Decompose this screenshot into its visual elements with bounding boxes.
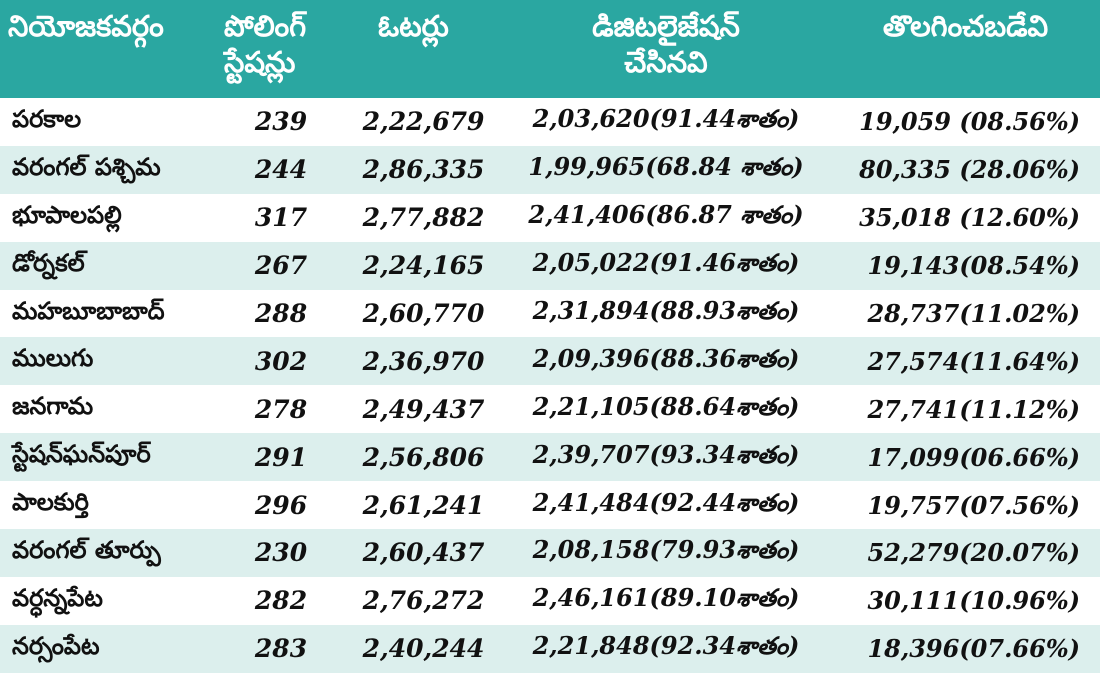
voters-value: 2,60,437	[362, 538, 485, 568]
removed-value: 27,741(11.12%)	[867, 394, 1080, 424]
header-digitized-line2: చేసినవి	[624, 45, 708, 79]
voters-value: 2,86,335	[362, 155, 485, 185]
polling-stations-value: 288	[254, 299, 308, 328]
digitized-value: 2,09,396(88.36శాతం)	[532, 343, 800, 373]
removed-value: 30,111(10.96%)	[867, 586, 1080, 616]
constituency-name: పాలకుర్తి	[12, 488, 89, 517]
digitized-value: 1,99,965(68.84 శాతం)	[528, 152, 804, 182]
header-digitized-line1: డిజిటలైజేషన్	[592, 9, 740, 43]
voters-value: 2,36,970	[362, 346, 485, 376]
digitized-value: 2,05,022(91.46శాతం)	[532, 248, 800, 278]
polling-stations-value: 302	[254, 346, 308, 376]
table-row: మహబూబాబాద్ 288 2,60,770 2,31,894(88.93శా…	[0, 289, 1100, 338]
table-row: భూపాలపల్లి 317 2,77,882 2,41,406(86.87 శ…	[0, 193, 1100, 242]
voters-value: 2,76,272	[362, 586, 485, 616]
polling-stations-value: 296	[254, 490, 308, 520]
digitized-value: 2,31,894(88.93శాతం)	[532, 296, 800, 325]
digitized-value: 2,41,406(86.87 శాతం)	[528, 200, 804, 230]
digitized-value: 2,46,161(89.10శాతం)	[532, 583, 800, 613]
constituency-name: నర్సంపేట	[12, 631, 100, 660]
removed-value: 27,574(11.64%)	[867, 346, 1080, 376]
header-voters-label: ఓటర్లు	[378, 9, 449, 43]
table-row: వరంగల్ తూర్పు 230 2,60,437 2,08,158(79.9…	[0, 529, 1100, 577]
header-polling-stations-line1: పోలింగ్	[224, 9, 307, 43]
voters-value: 2,77,882	[362, 203, 485, 233]
digitized-value: 2,03,620(91.44శాతం)	[532, 104, 800, 134]
voters-value: 2,61,241	[362, 490, 485, 520]
polling-stations-value: 244	[254, 155, 308, 185]
constituency-name: జనగామ	[12, 392, 94, 421]
voters-value: 2,60,770	[362, 299, 485, 328]
header-constituency-label: నియోజకవర్గం	[8, 9, 164, 43]
polling-stations-value: 267	[254, 251, 308, 281]
removed-value: 19,757(07.56%)	[867, 490, 1080, 520]
polling-stations-value: 282	[254, 586, 308, 616]
constituency-name: పరకాల	[12, 104, 82, 133]
header-removed-label: తొలగించబడేవి	[882, 9, 1049, 43]
constituency-name: ములుగు	[12, 344, 94, 373]
polling-stations-value: 291	[254, 442, 308, 472]
table-row: ములుగు 302 2,36,970 2,09,396(88.36శాతం) …	[0, 337, 1100, 386]
digitized-value: 2,41,484(92.44శాతం)	[532, 487, 800, 517]
removed-value: 35,018 (12.60%)	[859, 203, 1080, 233]
constituency-name: వరంగల్ తూర్పు	[12, 535, 161, 564]
removed-value: 17,099(06.66%)	[867, 442, 1080, 472]
voters-value: 2,24,165	[362, 251, 485, 281]
removed-value: 19,059 (08.56%)	[859, 107, 1080, 137]
constituency-name: డోర్నకల్	[12, 248, 85, 277]
table-row: డోర్నకల్ 267 2,24,165 2,05,022(91.46శాతం…	[0, 241, 1100, 290]
voters-value: 2,49,437	[362, 394, 485, 424]
constituency-name: వర్ధన్నపేట	[12, 583, 103, 612]
removed-value: 52,279(20.07%)	[867, 538, 1080, 568]
removed-value: 18,396(07.66%)	[867, 634, 1080, 664]
table-row: పాలకుర్తి 296 2,61,241 2,41,484(92.44శాత…	[0, 481, 1100, 530]
voters-value: 2,40,244	[362, 634, 485, 664]
table-row: వర్ధన్నపేట 282 2,76,272 2,46,161(89.10శా…	[0, 576, 1100, 625]
constituency-name: భూపాలపల్లి	[12, 200, 122, 229]
polling-stations-value: 283	[254, 634, 308, 664]
polling-stations-value: 317	[254, 203, 308, 233]
table-row: స్టేషన్‌ఘన్‌పూర్ 291 2,56,806 2,39,707(9…	[0, 433, 1100, 482]
voters-value: 2,56,806	[362, 442, 485, 472]
digitized-value: 2,08,158(79.93శాతం)	[532, 535, 800, 565]
table-header: నియోజకవర్గం పోలింగ్ స్టేషన్లు ఓటర్లు డిజ…	[0, 0, 1100, 98]
digitized-value: 2,21,105(88.64శాతం)	[532, 391, 800, 421]
table-body: పరకాల 239 2,22,679 2,03,620(91.44శాతం) 1…	[0, 98, 1100, 673]
table-row: వరంగల్ పశ్చిమ 244 2,86,335 1,99,965(68.8…	[0, 145, 1100, 194]
polling-stations-value: 278	[254, 394, 308, 424]
digitized-value: 2,21,848(92.34శాతం)	[532, 631, 800, 661]
table-row: జనగామ 278 2,49,437 2,21,105(88.64శాతం) 2…	[0, 385, 1100, 434]
digitized-value: 2,39,707(93.34శాతం)	[532, 439, 800, 469]
header-voters: ఓటర్లు	[346, 0, 501, 98]
removed-value: 80,335 (28.06%)	[859, 155, 1080, 185]
constituency-name: వరంగల్ పశ్చిమ	[12, 152, 161, 181]
polling-stations-value: 239	[254, 107, 308, 137]
header-constituency: నియోజకవర్గం	[0, 0, 216, 98]
constituency-name: స్టేషన్‌ఘన్‌పూర్	[12, 440, 151, 469]
header-digitized: డిజిటలైజేషన్ చేసినవి	[501, 0, 831, 98]
table-row: పరకాల 239 2,22,679 2,03,620(91.44శాతం) 1…	[0, 98, 1100, 146]
voters-value: 2,22,679	[362, 107, 485, 137]
polling-stations-value: 230	[254, 538, 308, 568]
header-removed: తొలగించబడేవి	[831, 0, 1100, 98]
constituency-name: మహబూబాబాద్	[12, 296, 165, 325]
table-row: నర్సంపేట 283 2,40,244 2,21,848(92.34శాతం…	[0, 624, 1100, 673]
header-polling-stations-line2: స్టేషన్లు	[224, 45, 296, 79]
removed-value: 19,143(08.54%)	[867, 251, 1080, 281]
removed-value: 28,737(11.02%)	[867, 299, 1080, 328]
header-polling-stations: పోలింగ్ స్టేషన్లు	[216, 0, 346, 98]
